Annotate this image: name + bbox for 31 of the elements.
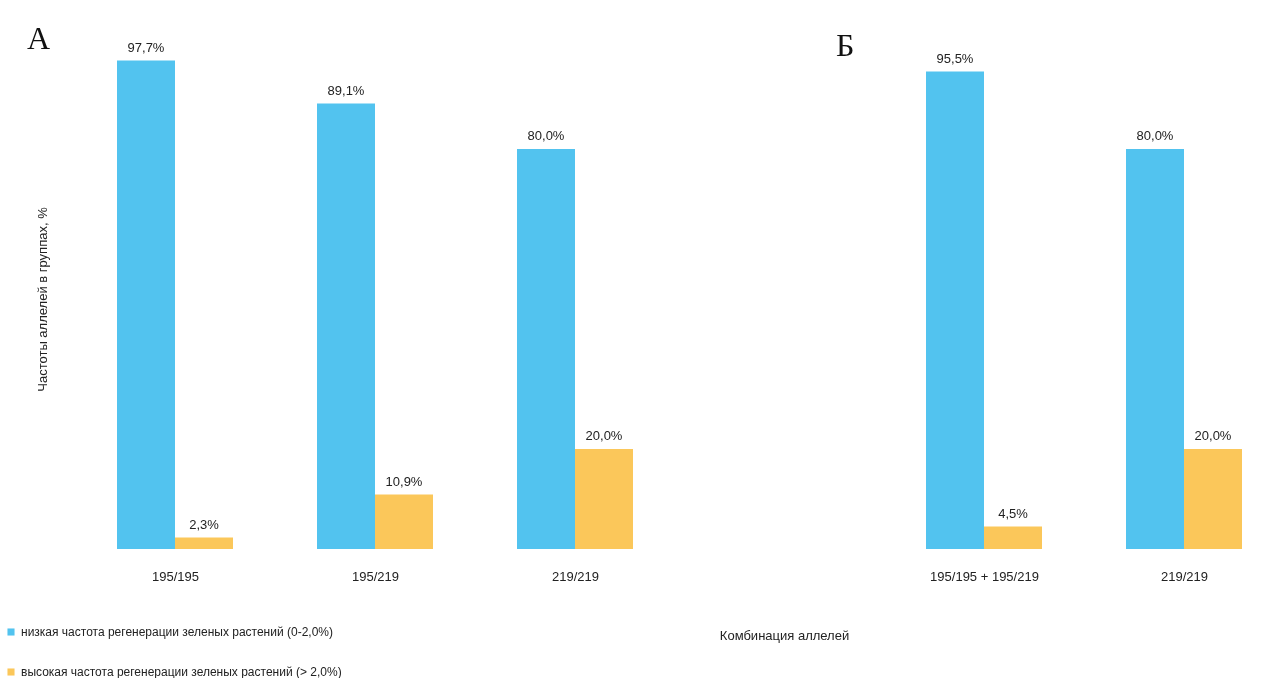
bar xyxy=(984,526,1042,549)
bar xyxy=(1126,149,1184,549)
legend-label: высокая частота регенерации зеленых растений (> 2,0%) xyxy=(21,665,342,679)
data-label: 20,0% xyxy=(1194,428,1232,443)
bar xyxy=(517,149,575,549)
x-tick-label: 219/219 xyxy=(1161,568,1208,584)
chart-title: Б xyxy=(836,27,855,63)
bar xyxy=(317,103,375,549)
data-label: 4,5% xyxy=(998,505,1029,521)
data-label: 89,1% xyxy=(327,82,365,98)
x-tick-label: 195/195 + 195/219 xyxy=(930,568,1039,584)
data-label: 97,7% xyxy=(127,39,165,55)
bar xyxy=(175,537,233,549)
chart-title: А xyxy=(27,19,51,56)
y-axis-title: Частоты аллелей в группах, % xyxy=(34,206,50,392)
x-tick-label: 219/219 xyxy=(552,568,599,584)
bar xyxy=(375,494,433,549)
x-tick-label: 195/195 xyxy=(152,568,199,584)
data-label: 20,0% xyxy=(585,428,623,443)
data-label: 80,0% xyxy=(527,128,565,143)
data-label: 95,5% xyxy=(936,50,974,66)
data-label: 2,3% xyxy=(189,516,220,532)
x-axis-title: Комбинация аллелей xyxy=(719,627,850,643)
legend-label: низкая частота регенерации зеленых растений (0-2,0%) xyxy=(21,625,333,639)
bar xyxy=(1184,449,1242,549)
data-label: 10,9% xyxy=(385,473,423,489)
bar xyxy=(117,60,175,549)
x-tick-label: 195/219 xyxy=(352,568,399,584)
bar xyxy=(926,71,984,549)
data-label: 80,0% xyxy=(1136,128,1174,143)
bar xyxy=(575,449,633,549)
